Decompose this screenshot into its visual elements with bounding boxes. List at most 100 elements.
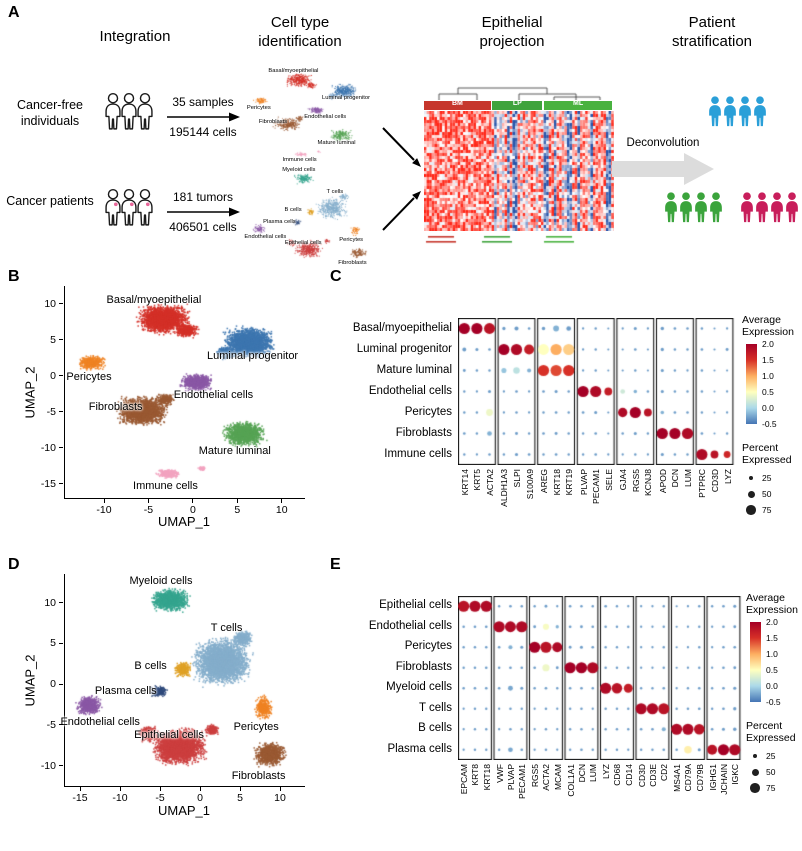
avg-expression-tick: -0.5 [766,697,781,707]
avg-expression-tick: 0.0 [762,403,774,413]
gene-label-lyz: LYZ [722,469,733,484]
cluster-label-mature-luminal: Mature luminal [198,444,271,457]
gene-label-krt18: KRT18 [481,764,492,791]
y-tick-mark [59,411,63,413]
cancer-patients-people-icons [100,182,162,234]
x-tick-label: 5 [237,792,243,804]
row-label-myeloid-cells: Myeloid cells [386,681,452,694]
gene-label-rgs5: RGS5 [530,764,541,788]
cluster-label-endothelial-cells: Endothelial cells [244,234,287,240]
avg-expression-tick: 0.5 [766,665,778,675]
cells-count-label: 195144 cells [169,125,237,139]
gene-label-jchain: JCHAIN [718,764,729,795]
gene-label-areg: AREG [539,469,549,494]
x-tick-label: 0 [197,792,203,804]
avg-expression-tick: 1.0 [766,649,778,659]
x-tick-mark [281,499,283,503]
gene-label-plvap: PLVAP [505,764,516,791]
gene-label-krt18: KRT18 [551,469,562,496]
dotplot-c-canvas [458,318,736,465]
tumor-cells-count-label: 406501 cells [169,220,237,234]
row-label-fibroblasts: Fibroblasts [395,426,452,439]
avg-expression-tick: -0.5 [762,419,777,429]
gene-label-cd79b: CD79B [694,764,705,792]
row-label-b-cells: B cells [418,722,452,735]
y-tick-mark [59,375,63,377]
y-tick-label: -10 [40,759,56,772]
gene-label-lum: LUM [588,764,599,782]
gene-label-s100a9: S100A9 [524,469,535,500]
x-tick-label: -10 [112,792,128,804]
x-tick-mark [192,499,194,503]
stratified-group-green [660,186,730,230]
y-tick-label: -5 [46,405,56,418]
header-epithelial-projection: Epithelial projection [479,14,545,50]
umap-d-canvas [65,574,305,786]
cluster-label-fibroblasts: Fibroblasts [88,401,143,414]
heatmap-group-ml: ML [543,100,613,110]
heatmap-gene-labels [424,233,614,249]
gene-label-ptprc: PTPRC [697,469,708,498]
mini-umap-tumor-canvas [246,166,378,268]
cluster-label-fibroblasts: Fibroblasts [258,119,288,126]
cluster-label-endothelial-cells: Endothelial cells [60,715,140,728]
avg-expression-title-2: Expression [742,326,794,338]
pct-dot [751,768,759,776]
gene-label-krt19: KRT19 [564,469,575,496]
gene-label-rgs5: RGS5 [630,469,641,493]
gene-label-sele: SELE [603,469,614,491]
pct-expressed-title-1: Percent [746,720,783,732]
cluster-label-basal-myoepithelial: Basal/myoepithelial [268,67,319,74]
avg-expression-tick: 2.0 [762,339,774,349]
heatmap-group-label: BM [452,100,463,107]
heatmap-group-bm: BM [424,100,491,110]
gene-label-mcam: MCAM [552,764,563,790]
person-icon [771,192,783,223]
dotplot-e-canvas [458,596,742,760]
panel-d-label: D [8,556,20,573]
x-tick-label: 5 [234,504,241,516]
flow-arrow-bottom [167,207,240,217]
pct-expressed-title-1: Percent [742,442,779,454]
y-tick-label: 0 [50,369,56,382]
gene-label-cd2: CD2 [659,764,670,782]
person-icon [739,96,751,127]
person-icon [137,188,153,226]
x-tick-label: -5 [155,792,165,804]
row-label-t-cells: T cells [418,701,452,714]
cluster-label-mature-luminal: Mature luminal [317,140,356,147]
umap-b-canvas [65,286,305,498]
cancer-free-people-icons [100,86,162,138]
gene-label-krt14: KRT14 [459,469,470,496]
pct-expressed-tick: 50 [762,489,772,499]
cluster-label-t-cells: T cells [210,621,243,634]
y-tick-mark [59,602,63,604]
cluster-label-endothelial-cells: Endothelial cells [304,113,347,120]
cluster-label-t-cells: T cells [326,188,344,195]
header-cell-type-identification: Cell type identification [258,14,342,50]
cluster-label-pericytes: Pericytes [66,370,112,383]
avg-expression-title-1: Average [742,314,781,326]
cluster-label-myeloid-cells: Myeloid cells [282,166,316,173]
person-icon [665,192,677,223]
flow-arrow-top [167,112,240,122]
cluster-label-myeloid-cells: Myeloid cells [129,575,193,588]
gene-label-cd3d: CD3D [636,764,647,788]
gene-label-ms4a1: MS4A1 [672,764,683,792]
pct-expressed-tick: 75 [766,783,776,793]
header-integration: Integration [99,28,171,45]
pct-dot [750,783,760,793]
person-icon [724,96,736,127]
umap-b-plot: Basal/myoepithelial Luminal progenitor Per… [64,286,305,499]
person-icon [121,188,137,226]
deconvolution-arrow [612,153,714,185]
heatmap-group-bar: BM LP ML [424,100,614,110]
cluster-label-plasma-cells: Plasma cells [263,219,296,226]
cluster-label-luminal-progenitor: Luminal progenitor [206,350,299,363]
gene-label-acta2: ACTA2 [541,764,552,791]
cluster-label-b-cells: B cells [284,207,302,214]
person-icon [754,96,766,127]
y-tick-label: 5 [50,333,56,346]
avg-expression-tick: 1.5 [762,355,774,365]
